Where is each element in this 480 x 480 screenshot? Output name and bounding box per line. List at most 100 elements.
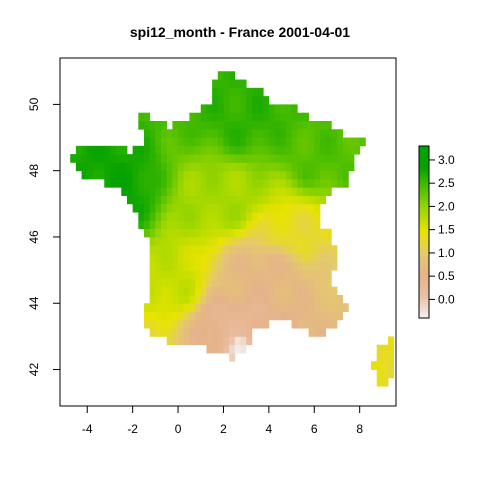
grid-cell — [144, 228, 151, 238]
grid-cell — [223, 71, 230, 80]
grid-cell — [229, 137, 236, 147]
grid-cell — [229, 187, 236, 196]
grid-cell — [302, 270, 309, 279]
grid-cell — [161, 212, 168, 221]
grid-cell — [223, 228, 230, 238]
grid-cell — [189, 270, 196, 279]
grid-cell — [314, 137, 321, 147]
grid-cell — [257, 178, 264, 188]
grid-cell — [206, 344, 213, 354]
grid-cell — [229, 87, 236, 97]
grid-cell — [342, 137, 349, 147]
legend-tick-label: 0.5 — [438, 269, 455, 283]
grid-cell — [126, 162, 134, 172]
grid-cell — [257, 253, 264, 263]
grid-cell — [217, 187, 224, 196]
legend-color-step — [419, 163, 429, 167]
grid-cell — [166, 270, 173, 279]
grid-cell — [166, 294, 173, 304]
grid-cell — [240, 220, 247, 230]
grid-cell — [302, 261, 309, 271]
y-tick-label: 42 — [27, 363, 41, 377]
grid-cell — [246, 162, 253, 172]
grid-cell — [212, 203, 219, 213]
grid-cell — [183, 145, 190, 155]
grid-cell — [251, 178, 258, 188]
grid-cell — [212, 145, 219, 155]
grid-cell — [200, 187, 207, 196]
grid-cell — [212, 261, 219, 271]
grid-cell — [382, 352, 389, 362]
grid-cell — [257, 162, 264, 172]
grid-cell — [217, 303, 224, 312]
grid-cell — [263, 195, 270, 205]
grid-cell — [257, 120, 264, 130]
legend-color-step — [419, 209, 429, 213]
grid-cell — [246, 311, 253, 321]
grid-cell — [263, 311, 270, 321]
grid-cell — [308, 170, 315, 180]
grid-cell — [297, 112, 304, 122]
grid-cell — [240, 336, 247, 346]
grid-cell — [234, 245, 241, 254]
grid-cell — [251, 212, 258, 221]
grid-cell — [246, 154, 253, 163]
legend-color-step — [419, 214, 429, 219]
grid-cell — [144, 154, 151, 163]
grid-cell — [274, 145, 281, 155]
grid-cell — [178, 319, 185, 329]
legend-color-step — [419, 191, 429, 196]
legend-color-step — [419, 257, 429, 262]
grid-cell — [200, 270, 207, 279]
grid-cell — [240, 137, 247, 147]
grid-cell — [331, 245, 338, 254]
grid-cell — [223, 278, 230, 288]
grid-cell — [149, 286, 156, 296]
grid-cell — [251, 170, 258, 180]
grid-cell — [229, 178, 236, 188]
legend-color-step — [419, 272, 429, 276]
grid-cell — [251, 278, 258, 288]
grid-cell — [144, 145, 151, 155]
grid-cell — [234, 178, 241, 188]
grid-cell — [331, 154, 338, 163]
grid-cell — [195, 154, 202, 163]
grid-cell — [257, 220, 264, 230]
grid-cell — [319, 245, 327, 254]
grid-cell — [314, 228, 321, 238]
grid-cell — [308, 328, 315, 337]
grid-cell — [166, 328, 173, 337]
grid-cell — [121, 154, 128, 163]
grid-cell — [297, 311, 304, 321]
grid-cell — [240, 261, 247, 271]
grid-cell — [121, 178, 128, 188]
grid-cell — [234, 145, 241, 155]
grid-cell — [138, 112, 145, 122]
grid-cell — [212, 245, 219, 254]
grid-cell — [263, 253, 270, 263]
grid-cell — [189, 294, 196, 304]
grid-cell — [183, 236, 190, 246]
grid-cell — [212, 120, 219, 130]
grid-cell — [172, 311, 179, 321]
grid-cell — [376, 361, 383, 370]
grid-cell — [92, 170, 99, 180]
grid-cell — [149, 145, 156, 155]
grid-cell — [314, 145, 321, 155]
grid-cell — [325, 278, 332, 288]
grid-cell — [257, 236, 264, 246]
grid-cell — [212, 178, 219, 188]
grid-cell — [223, 178, 230, 188]
y-tick-label: 46 — [27, 230, 41, 244]
grid-cell — [246, 96, 253, 105]
grid-cell — [70, 154, 77, 163]
grid-cell — [87, 145, 94, 155]
grid-cell — [172, 245, 179, 254]
grid-cell — [274, 129, 281, 138]
grid-cell — [297, 154, 304, 163]
grid-cell — [246, 203, 253, 213]
grid-cell — [172, 145, 179, 155]
grid-cell — [331, 178, 338, 188]
grid-cell — [314, 129, 321, 138]
grid-cell — [155, 328, 162, 337]
